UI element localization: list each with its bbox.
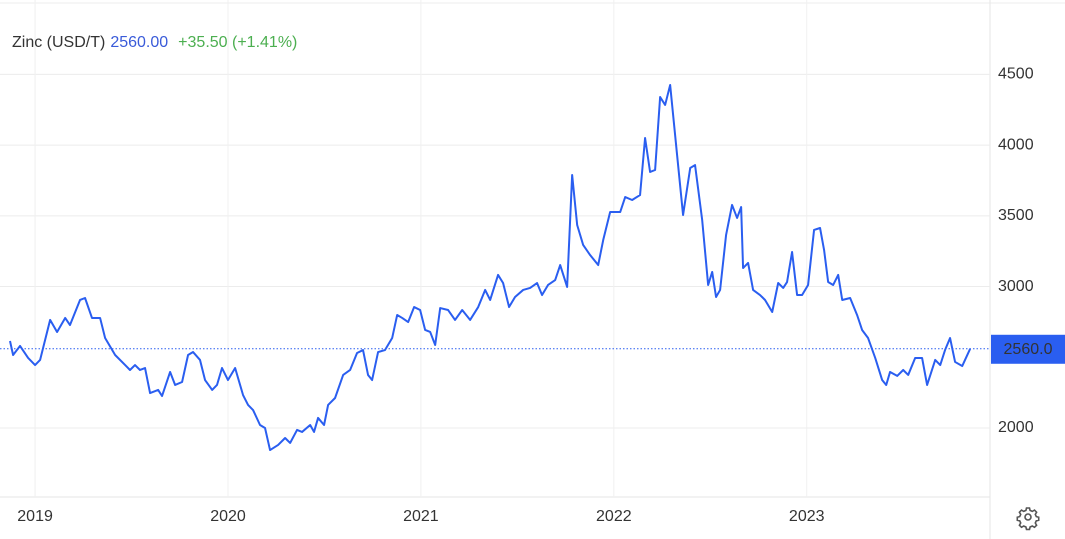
x-tick-label: 2022 <box>596 508 632 525</box>
plot <box>0 84 990 452</box>
x-tick-label: 2019 <box>17 508 53 525</box>
x-tick-label: 2020 <box>210 508 246 525</box>
x-tick-label: 2021 <box>403 508 439 525</box>
y-tick-label: 4500 <box>998 66 1034 83</box>
last-price-label: 2560.0 <box>1004 341 1053 358</box>
x-tick-label: 2023 <box>789 508 825 525</box>
price: 2560.00 <box>110 34 168 51</box>
title: Zinc (USD/T) <box>12 34 105 51</box>
y-tick-label: 3000 <box>998 278 1034 295</box>
y-tick-label: 4000 <box>998 136 1034 153</box>
settings-icon-hub <box>1024 513 1032 521</box>
settings-icon[interactable] <box>1016 507 1040 531</box>
header: Zinc (USD/T) 2560.00 +35.50 (+1.41%) <box>12 34 297 51</box>
last-price-box <box>991 334 1065 364</box>
y-tick-label: 3500 <box>998 207 1034 224</box>
y-tick-label: 2000 <box>998 419 1034 436</box>
settings-icon-gear <box>1016 507 1040 531</box>
price-line <box>9 84 972 452</box>
change: +35.50 (+1.41%) <box>178 34 297 51</box>
